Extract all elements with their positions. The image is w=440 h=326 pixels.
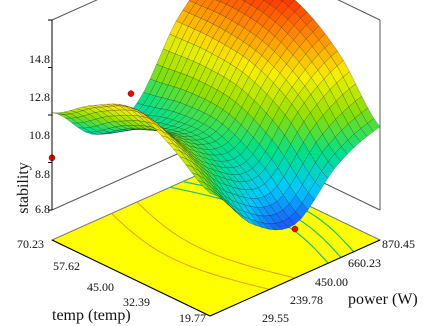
- y-axis-line: [209, 239, 381, 317]
- x-axis-title: temp (temp): [52, 307, 131, 324]
- x-tick-label: 57.62: [53, 259, 80, 273]
- z-tick-label: 10.8: [29, 128, 50, 142]
- design-point: [127, 90, 135, 97]
- z-tick-label: 8.8: [35, 167, 50, 181]
- y-tick-label: 29.55: [262, 311, 289, 325]
- box-top-edge: [337, 0, 381, 21]
- axes: [48, 19, 381, 317]
- z-axis-title: stability: [15, 162, 32, 214]
- box-top-edge: [51, 0, 98, 21]
- z-tick-label: 14.8: [29, 52, 50, 66]
- design-point: [291, 225, 299, 233]
- x-tick-label: 45.00: [87, 280, 114, 294]
- y-tick-label: 450.00: [315, 275, 348, 289]
- surface-facet: [203, 187, 217, 196]
- z-tick-label: 6.8: [35, 202, 50, 216]
- y-tick-label: 239.78: [290, 293, 323, 307]
- x-axis-line: [51, 239, 211, 317]
- x-tick-label: 19.77: [179, 311, 206, 325]
- y-axis-title: power (W): [348, 291, 418, 308]
- x-tick-label: 32.39: [123, 295, 150, 309]
- design-points: [48, 90, 299, 233]
- x-ticks: 70.23 57.62 45.00 32.39 19.77: [17, 237, 206, 325]
- floor-contour: [111, 213, 270, 290]
- floor-contour: [136, 201, 296, 279]
- surface-facet: [280, 0, 284, 2]
- y-tick-label: 660.23: [348, 256, 381, 270]
- y-tick-label: 870.45: [382, 237, 415, 251]
- y-ticks: 29.55 239.78 450.00 660.23 870.45: [262, 237, 415, 325]
- response-surface: [51, 0, 381, 231]
- x-tick-label: 70.23: [17, 237, 44, 251]
- z-ticks: 6.8 8.8 10.8 12.8 14.8: [29, 52, 50, 216]
- z-tick-label: 12.8: [29, 90, 50, 104]
